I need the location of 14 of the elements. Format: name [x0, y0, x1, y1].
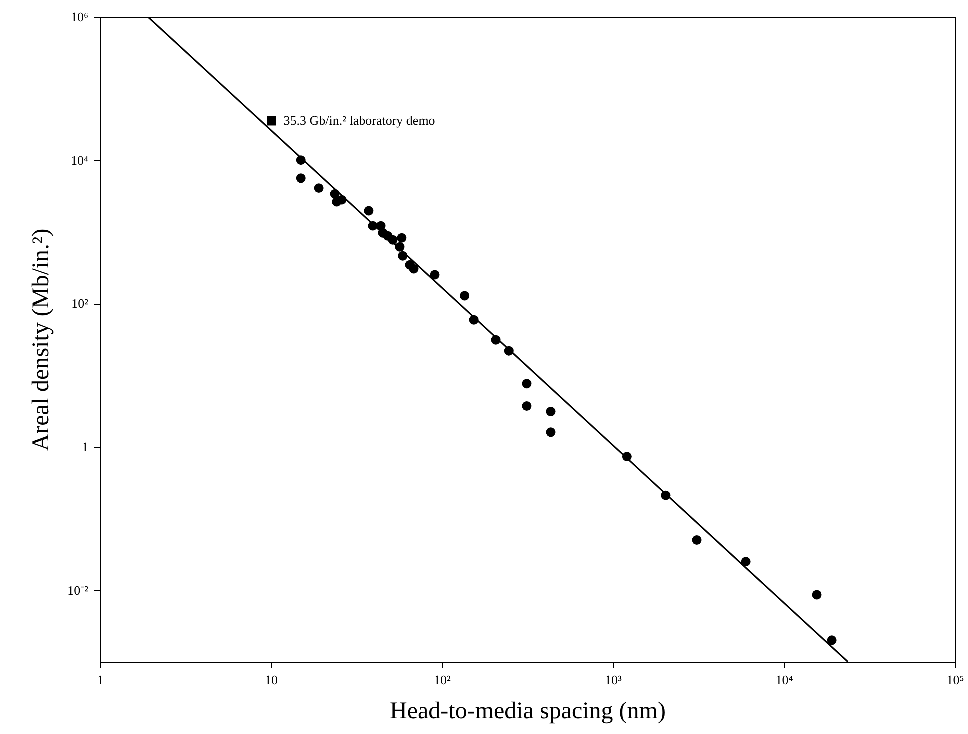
y-tick-label: 10⁶	[70, 10, 88, 24]
y-tick-label: 10²	[72, 296, 89, 312]
y-tick-label: 10⁴	[70, 152, 89, 168]
annotation: 35.3 Gb/in.² laboratory demo	[284, 112, 436, 128]
x-tick-label: 10⁵	[946, 672, 964, 688]
y-axis-title: Areal density (Mb/in.²)	[28, 228, 55, 452]
x-tick-label: 1	[97, 672, 104, 688]
y-tick-label: 10⁻²	[68, 582, 89, 598]
x-tick-label: 10²	[434, 672, 452, 688]
y-tick-label: 1	[82, 440, 88, 454]
x-tick-label: 10³	[605, 672, 622, 688]
x-tick-label: 10	[265, 672, 278, 688]
x-axis-title: Head-to-media spacing (nm)	[390, 698, 666, 724]
x-tick-label: 10⁴	[776, 672, 794, 688]
